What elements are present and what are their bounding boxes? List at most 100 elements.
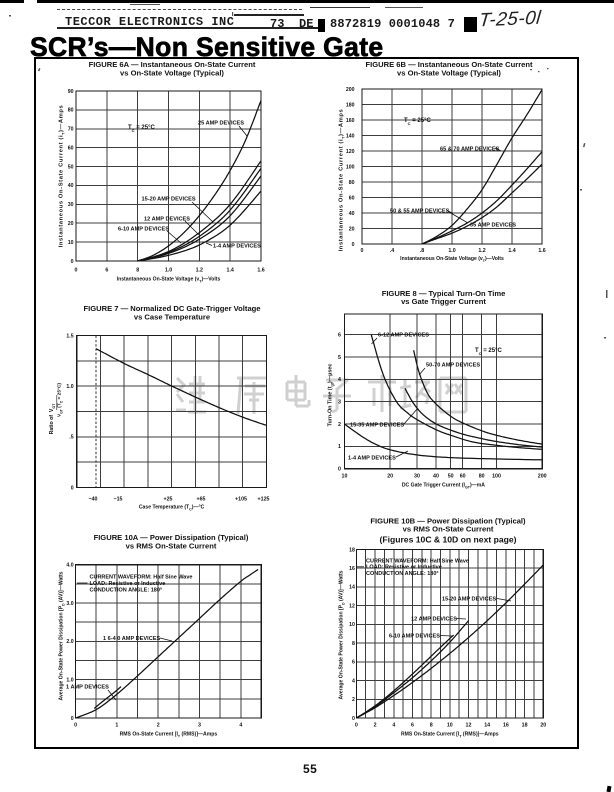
svg-text:FIGURE 8 — Typical Turn-On Tim: FIGURE 8 — Typical Turn-On Time bbox=[382, 289, 506, 298]
svg-text:10: 10 bbox=[447, 723, 453, 729]
svg-text:−15: −15 bbox=[114, 497, 123, 503]
svg-text:50 & 55 AMP DEVICES: 50 & 55 AMP DEVICES bbox=[390, 209, 450, 215]
svg-text:40: 40 bbox=[349, 211, 355, 217]
svg-text:1.0: 1.0 bbox=[165, 268, 172, 274]
svg-text:TC = 25°C: TC = 25°C bbox=[128, 125, 155, 133]
svg-text:1.4: 1.4 bbox=[508, 248, 515, 254]
svg-text:Turn-On Time (tgt)—μsec: Turn-On Time (tgt)—μsec bbox=[328, 364, 335, 427]
svg-text:30: 30 bbox=[414, 474, 420, 480]
svg-text:18: 18 bbox=[522, 723, 528, 729]
svg-text:16: 16 bbox=[503, 723, 509, 729]
svg-text:60: 60 bbox=[68, 146, 74, 152]
svg-text:65 & 70 AMP DEVICES: 65 & 70 AMP DEVICES bbox=[440, 147, 500, 153]
svg-text:70: 70 bbox=[68, 127, 74, 133]
svg-text:30: 30 bbox=[68, 202, 74, 208]
svg-text:2: 2 bbox=[374, 723, 377, 729]
svg-text:TC = 25°C: TC = 25°C bbox=[475, 348, 502, 356]
svg-text:CONDUCTION ANGLE: 180°: CONDUCTION ANGLE: 180° bbox=[90, 587, 163, 593]
svg-text:1-4 AMP DEVICES: 1-4 AMP DEVICES bbox=[348, 456, 396, 462]
svg-text:0: 0 bbox=[74, 722, 77, 728]
svg-text:CURRENT WAVEFORM: Half Sine Wa: CURRENT WAVEFORM: Half Sine Wave bbox=[366, 559, 469, 565]
svg-text:Ratio of VGT: Ratio of VGT bbox=[49, 403, 56, 434]
svg-text:15-35 AMP DEVICES: 15-35 AMP DEVICES bbox=[350, 423, 404, 429]
svg-text:6: 6 bbox=[105, 268, 108, 274]
svg-text:20: 20 bbox=[68, 221, 74, 227]
svg-text:6-10 AMP DEVICES: 6-10 AMP DEVICES bbox=[118, 227, 169, 233]
svg-text:0: 0 bbox=[361, 248, 364, 254]
svg-text:80: 80 bbox=[349, 180, 355, 186]
svg-text:DC Gate Trigger Current (IGT)—: DC Gate Trigger Current (IGT)—mA bbox=[402, 483, 485, 490]
svg-text:vs RMS On-State Current: vs RMS On-State Current bbox=[126, 541, 217, 550]
svg-text:2: 2 bbox=[338, 422, 341, 428]
svg-text:0: 0 bbox=[71, 716, 74, 722]
svg-text:3: 3 bbox=[198, 722, 201, 728]
svg-text:12 AMP DEVICES: 12 AMP DEVICES bbox=[411, 617, 457, 623]
svg-text:CURRENT WAVEFORM: Half Sine Wa: CURRENT WAVEFORM: Half Sine Wave bbox=[90, 575, 193, 581]
svg-text:4: 4 bbox=[338, 377, 341, 383]
svg-text:14: 14 bbox=[349, 585, 355, 591]
svg-text:1: 1 bbox=[338, 444, 341, 450]
svg-text:16: 16 bbox=[349, 566, 355, 572]
svg-text:100: 100 bbox=[346, 164, 355, 170]
svg-text:10: 10 bbox=[68, 240, 74, 246]
svg-text:Instantaneous On-State Voltage: Instantaneous On-State Voltage (vT)—Volt… bbox=[117, 276, 221, 283]
svg-text:100: 100 bbox=[492, 474, 501, 480]
svg-text:+105: +105 bbox=[235, 497, 247, 503]
svg-text:6: 6 bbox=[411, 723, 414, 729]
svg-text:1 AMP DEVICES: 1 AMP DEVICES bbox=[66, 685, 109, 691]
svg-text:2.0: 2.0 bbox=[66, 639, 73, 645]
svg-text:RMS On-State Current [IT (RMS): RMS On-State Current [IT (RMS)]—Amps bbox=[120, 732, 218, 739]
svg-text:vs RMS On-State Current: vs RMS On-State Current bbox=[403, 524, 494, 533]
svg-text:.4: .4 bbox=[390, 248, 394, 254]
svg-text:80: 80 bbox=[68, 108, 74, 114]
svg-text:200: 200 bbox=[346, 87, 355, 93]
svg-text:6: 6 bbox=[338, 332, 341, 338]
svg-text:3: 3 bbox=[338, 400, 341, 406]
svg-text:FIGURE 7 — Normalized DC Gate-: FIGURE 7 — Normalized DC Gate-Trigger Vo… bbox=[83, 304, 260, 313]
svg-text:0: 0 bbox=[338, 467, 341, 473]
svg-text:vs On-State Voltage (Typical): vs On-State Voltage (Typical) bbox=[397, 68, 501, 77]
svg-text:Instantaneous On-State Current: Instantaneous On-State Current (iT)—Amps bbox=[59, 105, 66, 248]
svg-text:1 6-4 0 AMP DEVICES: 1 6-4 0 AMP DEVICES bbox=[103, 636, 160, 642]
svg-text:1.0: 1.0 bbox=[66, 384, 73, 390]
svg-text:1.6: 1.6 bbox=[538, 248, 545, 254]
svg-text:1.4: 1.4 bbox=[227, 268, 234, 274]
svg-text:Instantaneous On-State Voltage: Instantaneous On-State Voltage (vT)—Volt… bbox=[400, 256, 504, 263]
svg-text:+125: +125 bbox=[258, 497, 270, 503]
svg-text:12 AMP DEVICES: 12 AMP DEVICES bbox=[144, 217, 190, 223]
svg-text:0: 0 bbox=[352, 716, 355, 722]
svg-text:8: 8 bbox=[430, 723, 433, 729]
svg-text:60: 60 bbox=[349, 195, 355, 201]
svg-text:50-70 AMP DEVICES: 50-70 AMP DEVICES bbox=[426, 363, 480, 369]
svg-text:.8: .8 bbox=[420, 248, 424, 254]
svg-text:0: 0 bbox=[75, 268, 78, 274]
svg-text:10: 10 bbox=[349, 622, 355, 628]
svg-text:10: 10 bbox=[342, 474, 348, 480]
svg-text:−40: −40 bbox=[89, 497, 98, 503]
svg-text:1.2: 1.2 bbox=[478, 248, 485, 254]
svg-text:4: 4 bbox=[239, 722, 242, 728]
svg-text:160: 160 bbox=[346, 118, 355, 124]
svg-text:140: 140 bbox=[346, 133, 355, 139]
svg-text:1.0: 1.0 bbox=[66, 678, 73, 684]
svg-text:35 AMP DEVICES: 35 AMP DEVICES bbox=[470, 223, 516, 229]
svg-text:2: 2 bbox=[157, 722, 160, 728]
svg-text:40: 40 bbox=[433, 474, 439, 480]
svg-text:12: 12 bbox=[466, 723, 472, 729]
svg-text:8: 8 bbox=[352, 641, 355, 647]
svg-text:.5: .5 bbox=[69, 435, 73, 441]
svg-text:6: 6 bbox=[352, 660, 355, 666]
svg-text:vs Case Temperature: vs Case Temperature bbox=[134, 312, 210, 321]
svg-text:TC = 25°C: TC = 25°C bbox=[404, 118, 431, 126]
svg-text:1.6: 1.6 bbox=[257, 268, 264, 274]
svg-text:5: 5 bbox=[338, 355, 341, 361]
svg-text:0: 0 bbox=[352, 242, 355, 248]
svg-text:LOAD: Resistive or Inductive: LOAD: Resistive or Inductive bbox=[90, 581, 166, 587]
svg-text:90: 90 bbox=[68, 89, 74, 95]
svg-text:6-10 AMP DEVICES: 6-10 AMP DEVICES bbox=[389, 634, 440, 640]
svg-text:20: 20 bbox=[349, 226, 355, 232]
svg-text:20: 20 bbox=[387, 474, 393, 480]
svg-text:25 AMP DEVICES: 25 AMP DEVICES bbox=[198, 121, 244, 127]
svg-text:CONDUCTION ANGLE: 180°: CONDUCTION ANGLE: 180° bbox=[366, 571, 439, 577]
svg-text:FIGURE 6A — Instantaneous On-S: FIGURE 6A — Instantaneous On-State Curre… bbox=[89, 60, 256, 69]
